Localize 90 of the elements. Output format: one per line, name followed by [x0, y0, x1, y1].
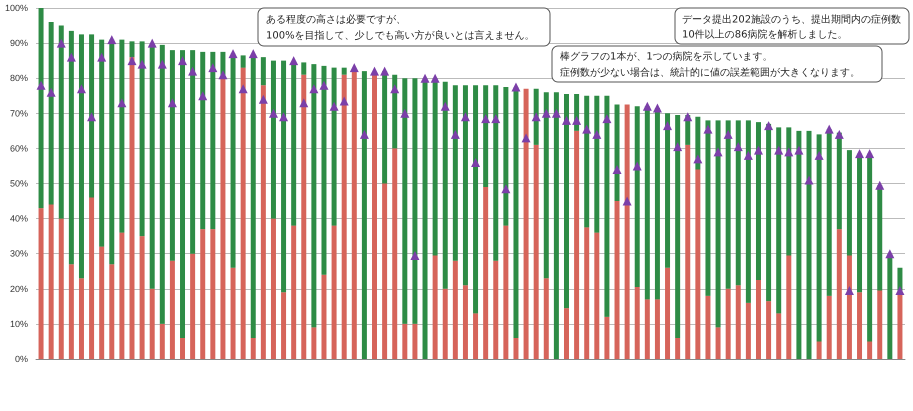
bar	[716, 327, 721, 359]
annotation: データ提出202施設のうち、提出期間内の症例数	[682, 14, 902, 26]
y-tick-label: 80%	[10, 73, 28, 84]
bar	[281, 292, 286, 359]
bar	[311, 327, 316, 359]
bar	[250, 338, 256, 359]
bar	[705, 296, 710, 359]
bar	[109, 264, 114, 359]
bar	[321, 274, 326, 359]
bar	[392, 148, 398, 359]
bar	[564, 308, 569, 359]
bar	[99, 246, 104, 359]
bar	[483, 187, 488, 359]
bar	[342, 68, 347, 75]
bar	[58, 218, 64, 359]
annotation: 10件以上の86病院を解析しました。	[682, 28, 848, 40]
bar	[776, 313, 782, 359]
bar	[78, 278, 84, 359]
bar	[170, 260, 175, 359]
bar	[726, 288, 731, 359]
bar	[432, 255, 438, 359]
bar	[644, 299, 650, 359]
bar	[48, 204, 54, 359]
bar	[473, 313, 478, 359]
bar	[836, 229, 842, 359]
bar	[68, 264, 74, 359]
bar	[867, 341, 872, 359]
bar	[89, 198, 94, 359]
bar	[675, 338, 680, 359]
bar	[665, 268, 670, 359]
bar	[493, 260, 498, 359]
bar	[614, 201, 620, 359]
bar	[452, 260, 458, 359]
annotation: 棒グラフの1本が、1つの病院を示しています。	[560, 50, 773, 62]
bar	[230, 268, 236, 359]
bar	[786, 255, 792, 359]
bar	[766, 301, 772, 359]
bar	[442, 288, 448, 359]
bar	[746, 302, 751, 359]
bar	[119, 232, 124, 359]
y-tick-label: 90%	[10, 38, 28, 48]
bar	[685, 144, 690, 359]
bar	[584, 227, 590, 359]
bar	[332, 226, 337, 359]
annotation: 症例数が少ない場合は、統計的に値の誤差範囲が大きくなります。	[560, 66, 860, 78]
bar	[291, 226, 296, 359]
bar	[736, 285, 741, 359]
y-tick-label: 0%	[14, 354, 28, 364]
bar	[503, 226, 508, 359]
bar	[756, 280, 761, 359]
bar	[574, 130, 580, 359]
bar	[534, 144, 539, 359]
y-tick-label: 60%	[10, 143, 28, 154]
y-tick-label: 30%	[10, 248, 28, 259]
bar	[240, 55, 246, 68]
bar	[412, 324, 418, 359]
bar	[180, 338, 186, 359]
y-tick-label: 40%	[10, 214, 28, 224]
bar	[382, 184, 388, 359]
bar	[38, 208, 44, 359]
bar	[190, 254, 196, 359]
bar	[654, 299, 660, 359]
y-tick-label: 50%	[10, 178, 28, 188]
bar	[260, 57, 266, 86]
annotation: 100%を目指して、少しでも高い方が良いとは言えません。	[266, 30, 535, 42]
bar	[462, 285, 468, 359]
y-tick-label: 10%	[10, 318, 28, 329]
y-tick-label: 100%	[4, 3, 28, 13]
bar	[210, 229, 216, 359]
bar	[826, 296, 832, 359]
annotation: ある程度の高さは必要ですが、	[266, 14, 406, 26]
bar	[634, 287, 640, 359]
bar	[846, 150, 852, 256]
bar	[877, 290, 882, 359]
bar	[140, 236, 145, 359]
bar	[594, 232, 600, 359]
bar	[160, 324, 165, 359]
bar	[402, 324, 408, 359]
bar	[513, 338, 518, 359]
bar	[270, 218, 276, 359]
bar	[857, 292, 862, 359]
bar	[695, 169, 700, 359]
bar	[200, 229, 206, 359]
bar	[604, 316, 610, 359]
y-tick-label: 20%	[10, 284, 28, 294]
bar	[301, 62, 306, 75]
bar	[544, 278, 549, 359]
bar	[816, 341, 822, 359]
y-tick-label: 70%	[10, 108, 28, 118]
bar	[150, 288, 155, 359]
